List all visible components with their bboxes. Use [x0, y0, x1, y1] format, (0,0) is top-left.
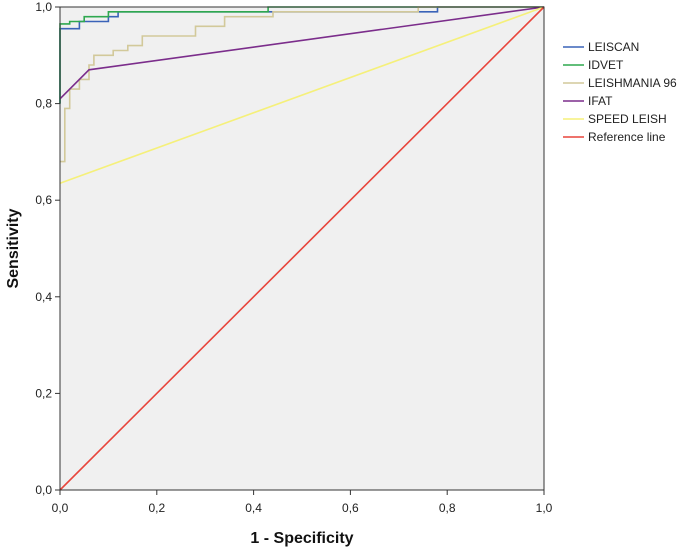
series-line-ifat: [59, 6, 545, 100]
y-axis: 0,0 0,2 0,4 0,6 0,8 1,0: [35, 0, 60, 497]
legend-label-leishmania-96: LEISHMANIA 96: [588, 76, 677, 90]
x-tick-label: 0,8: [439, 501, 456, 515]
y-tick-label: 0,0: [35, 483, 52, 497]
legend-label-ifat: IFAT: [588, 94, 613, 108]
y-tick-label: 1,0: [35, 0, 52, 14]
y-tick-label: 0,8: [35, 97, 52, 111]
series-layer: [59, 6, 545, 491]
x-axis-title: 1 - Specificity: [250, 530, 353, 547]
x-tick-label: 0,6: [342, 501, 359, 515]
legend: LEISCAN IDVET LEISHMANIA 96 IFAT SPEED LEISH…: [563, 40, 677, 144]
series-line-reference-line: [59, 6, 545, 491]
legend-label-reference-line: Reference line: [588, 130, 666, 144]
y-axis-title: Sensitivity: [5, 208, 22, 288]
x-tick-label: 1,0: [536, 501, 553, 515]
x-tick-label: 0,0: [52, 501, 69, 515]
legend-label-speed-leish: SPEED LEISH: [588, 112, 667, 126]
legend-label-leiscan: LEISCAN: [588, 40, 639, 54]
legend-label-idvet: IDVET: [588, 58, 624, 72]
y-tick-label: 0,6: [35, 193, 52, 207]
x-axis: 0,0 0,2 0,4 0,6 0,8 1,0: [52, 490, 553, 515]
series-line-speed-leish: [59, 6, 545, 185]
x-tick-label: 0,4: [245, 501, 262, 515]
x-tick-label: 0,2: [148, 501, 165, 515]
plot-frame: [59, 6, 545, 491]
y-tick-label: 0,2: [35, 386, 52, 400]
series-line-leishmania-96: [60, 6, 544, 163]
series-line-idvet: [59, 6, 544, 104]
y-tick-label: 0,4: [35, 290, 52, 304]
